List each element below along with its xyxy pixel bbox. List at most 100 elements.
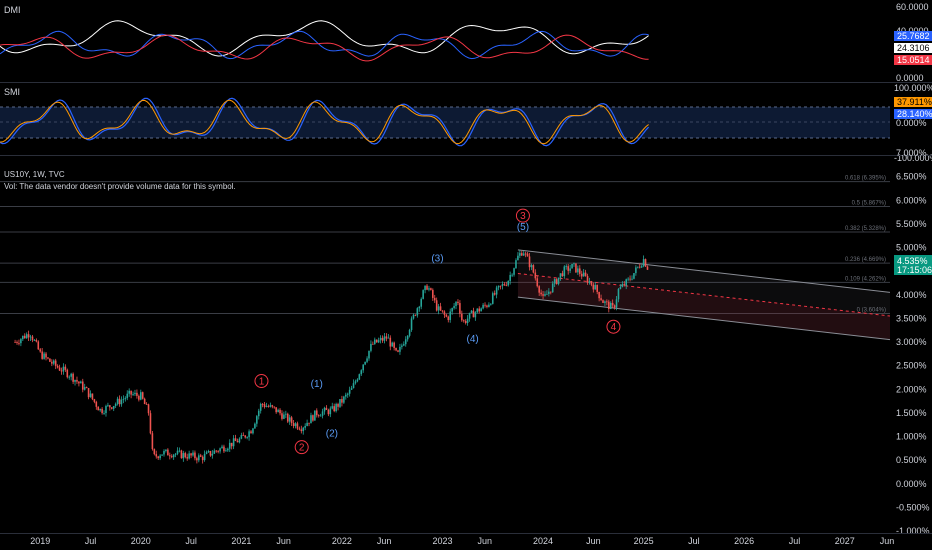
candle-body — [165, 449, 167, 451]
candle-body — [163, 450, 165, 455]
candle-body — [629, 278, 631, 280]
countdown-tag-text: 17:15:06 — [897, 265, 932, 275]
candle-body — [182, 453, 185, 459]
smi-tag-text: 28.140% — [897, 109, 932, 119]
candle-body — [563, 266, 566, 277]
candle-body — [246, 437, 248, 438]
candle-body — [230, 442, 233, 447]
time-tick-label: Jul — [85, 536, 97, 546]
price-axis[interactable]: 7.000%6.500%6.000%5.500%5.000%4.500%4.00… — [896, 148, 930, 536]
candle-body — [362, 364, 364, 371]
wave-label: 2 — [299, 443, 305, 454]
candle-body — [310, 415, 312, 424]
smi-title: SMI — [4, 87, 20, 97]
candle-body — [240, 435, 243, 439]
time-tick-label: 2025 — [634, 536, 654, 546]
candle-body — [432, 289, 434, 298]
candle-body — [602, 300, 604, 303]
candle-body — [482, 304, 484, 309]
candle-body — [577, 268, 579, 273]
candle-body — [271, 405, 274, 407]
candle-body — [333, 406, 335, 412]
candle-body — [236, 440, 239, 443]
candle-body — [606, 301, 608, 303]
candle-body — [370, 343, 372, 351]
candle-body — [532, 265, 535, 273]
candle-body — [265, 406, 268, 407]
candle-body — [225, 450, 227, 452]
price-tick-label: 0.000% — [896, 479, 927, 489]
candle-body — [116, 398, 119, 404]
fib-level-label: 0 (3.604%) — [857, 307, 886, 313]
candle-body — [288, 417, 291, 422]
candle-body — [635, 267, 637, 274]
price-tick-label: 5.000% — [896, 243, 927, 253]
channel-lower-fill — [517, 273, 890, 340]
time-axis[interactable]: 2019 Jul 2020 Jul 2021 Jun 2022 Jun 2023 Jun 2024 J… — [0, 533, 932, 547]
candle-body — [379, 337, 382, 341]
time-tick-label: 2020 — [131, 536, 151, 546]
candle-body — [462, 320, 465, 322]
candle-body — [238, 438, 241, 443]
candle-body — [399, 346, 401, 352]
wave-label: 3 — [520, 211, 526, 222]
time-tick-label: 2023 — [432, 536, 452, 546]
candle-body — [234, 438, 237, 441]
candle-body — [631, 278, 633, 280]
candle-body — [449, 311, 452, 320]
candle-body — [76, 379, 78, 382]
candle-body — [172, 454, 175, 458]
candle-body — [302, 427, 305, 432]
price-tag — [894, 255, 932, 275]
candle-body — [87, 388, 90, 398]
candle-body — [170, 456, 173, 458]
wave-label: (5) — [517, 222, 529, 233]
candle-body — [488, 304, 490, 307]
candle-body — [192, 452, 194, 456]
candle-body — [453, 305, 455, 309]
dmi-axis-60: 60.0000 — [896, 2, 929, 12]
fib-level-label: 0.109 (4.262%) — [845, 276, 886, 282]
candle-body — [269, 405, 272, 407]
candle-body — [39, 349, 42, 352]
candle-body — [418, 306, 421, 309]
candle-body — [298, 428, 301, 430]
candle-body — [323, 407, 326, 412]
wave-label: (4) — [467, 334, 479, 345]
candle-body — [457, 301, 459, 304]
candle-body — [217, 450, 219, 452]
candle-body — [242, 435, 245, 436]
candle-body — [205, 452, 208, 454]
time-tick-label: Jul — [789, 536, 801, 546]
candle-body — [176, 450, 179, 454]
price-tick-label: 3.000% — [896, 337, 927, 347]
candle-body — [122, 398, 125, 400]
price-tick-label: -1.000% — [896, 526, 930, 536]
candle-body — [598, 291, 600, 299]
smi-axis-100: 100.000% — [894, 83, 932, 93]
candle-body — [244, 435, 247, 438]
candle-body — [99, 408, 101, 411]
time-tick-label: 2022 — [332, 536, 352, 546]
candle-body — [484, 304, 486, 306]
candle-body — [358, 374, 361, 380]
candle-body — [207, 451, 210, 453]
dmi-adx-tag — [894, 43, 932, 53]
candle-body — [553, 279, 556, 284]
candle-body — [286, 413, 289, 422]
candle-body — [93, 399, 96, 402]
candle-body — [223, 446, 225, 452]
candle-body — [507, 280, 510, 286]
dmi-adx-line — [0, 20, 649, 57]
candle-body — [621, 284, 624, 287]
candle-body — [451, 308, 453, 312]
candle-body — [596, 285, 599, 292]
candle-body — [109, 405, 111, 408]
candle-body — [430, 288, 432, 290]
candle-body — [551, 283, 554, 293]
candle-body — [445, 314, 448, 317]
candle-body — [578, 268, 581, 274]
candle-body — [501, 284, 504, 287]
candle-body — [64, 366, 67, 370]
